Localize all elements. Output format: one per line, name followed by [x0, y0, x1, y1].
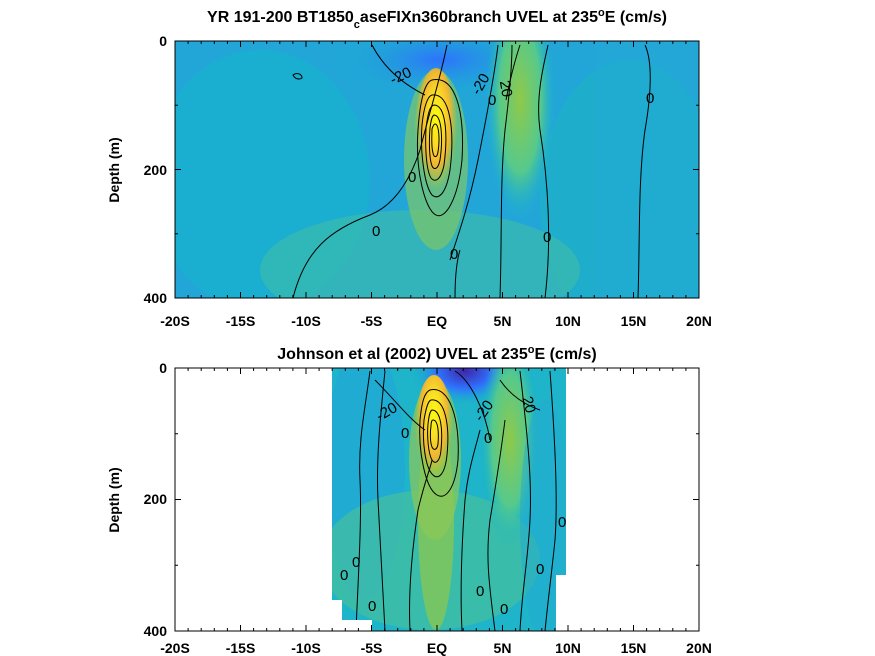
bottom-contour-line	[429, 419, 439, 450]
top-y-tick-label: 0	[159, 33, 167, 49]
top-contour-line	[637, 44, 651, 298]
bottom-contour-line	[419, 389, 459, 497]
top-contour-line	[454, 249, 461, 298]
bottom-contour-line	[422, 399, 449, 478]
top-contour-label: 0	[372, 223, 380, 240]
top-contour-line	[371, 44, 426, 96]
top-contour-line	[292, 73, 303, 80]
top-y-tick-labels: 0 200 400	[144, 33, 168, 306]
bottom-contour-line	[519, 370, 532, 631]
top-y-tick-label: 400	[144, 290, 168, 306]
bottom-y-tick-labels: 0 200 400	[144, 360, 168, 639]
top-y-tick-label: 200	[144, 162, 168, 178]
bottom-contour-label: 0	[536, 561, 544, 578]
bottom-mask-bottom-notch	[342, 620, 372, 631]
bottom-x-tick-label: 10N	[555, 640, 581, 656]
top-x-tick-label: -5S	[361, 313, 383, 329]
bottom-contour-label: 0	[484, 430, 492, 447]
bottom-mask-right-notch	[556, 575, 566, 631]
top-ylabel: Depth (m)	[106, 137, 122, 202]
top-ticks	[174, 40, 700, 299]
top-contour-label: 0	[543, 229, 551, 246]
bottom-contour-label: 0	[500, 601, 508, 618]
bottom-ticks	[174, 367, 700, 632]
top-contour-line	[431, 123, 440, 158]
top-contour-line	[416, 79, 463, 217]
top-x-tick-label: 10N	[555, 313, 581, 329]
bottom-contour-label: 0	[368, 598, 376, 615]
top-contour-label: 0	[450, 246, 458, 263]
top-title: YR 191-200 BT1850caseFIXn360branch UVEL …	[207, 7, 667, 31]
bottom-y-tick-label: 200	[144, 491, 168, 507]
bottom-title: Johnson et al (2002) UVEL at 235oE (cm/s…	[277, 344, 596, 363]
top-x-tick-label: EQ	[427, 313, 447, 329]
top-contour-line	[505, 44, 521, 101]
top-region-right-strip	[595, 41, 699, 298]
bottom-x-tick-label: -15S	[226, 640, 256, 656]
bottom-region-euc-core	[414, 375, 454, 505]
top-x-tick-label: 20N	[686, 313, 712, 329]
bottom-mask-left-notch	[332, 600, 342, 631]
bottom-contour-line	[487, 419, 506, 631]
top-contour-line	[499, 44, 513, 298]
top-contour-label: 0	[488, 92, 496, 109]
bottom-y-tick-label: 0	[159, 360, 167, 376]
bottom-y-tick-label: 400	[144, 623, 168, 639]
bottom-x-tick-label: 5N	[494, 640, 512, 656]
bottom-contour-line	[355, 370, 371, 631]
top-region-north-teal	[540, 60, 699, 298]
bottom-contour-line	[499, 379, 541, 411]
bottom-contour-line	[544, 370, 557, 631]
top-x-tick-labels: -20S -15S -10S -5S EQ 5N 10N 15N 20N	[160, 313, 712, 329]
top-x-tick-label: -10S	[291, 313, 321, 329]
top-contour-line	[421, 94, 453, 198]
top-contour-line	[428, 114, 443, 169]
bottom-x-tick-label: 15N	[621, 640, 647, 656]
top-x-tick-label: 5N	[494, 313, 512, 329]
bottom-heatmap: -20 -20 20 0 0 0 0 0 0 0 0 0	[332, 368, 566, 631]
top-contour-line	[425, 104, 447, 181]
bottom-contour-line	[376, 370, 386, 631]
bottom-contour-line	[454, 370, 491, 441]
top-x-tick-label: 15N	[621, 313, 647, 329]
bottom-x-tick-label: 20N	[686, 640, 712, 656]
top-contour-line	[449, 44, 499, 261]
bottom-x-tick-label: -5S	[361, 640, 383, 656]
top-contours	[292, 44, 651, 298]
bottom-contour-line	[460, 429, 481, 631]
bottom-x-tick-label: -10S	[291, 640, 321, 656]
bottom-contour-label: 0	[476, 583, 484, 600]
bottom-x-tick-label: EQ	[427, 640, 447, 656]
bottom-contour-label: 0	[352, 554, 360, 571]
bottom-region-right-teal	[520, 400, 566, 631]
bottom-contour-line	[374, 379, 426, 431]
bottom-contours	[355, 370, 557, 631]
bottom-contour-line	[408, 459, 433, 631]
bottom-ylabel: Depth (m)	[106, 467, 122, 532]
top-contour-label: 0	[408, 169, 416, 186]
top-contour-label: 0	[646, 90, 654, 107]
bottom-contour-label: 0	[340, 567, 348, 584]
bottom-x-tick-label: -20S	[160, 640, 190, 656]
top-panel: YR 191-200 BT1850caseFIXn360branch UVEL …	[106, 7, 712, 329]
top-x-tick-label: -20S	[160, 313, 190, 329]
bottom-contour-label: 0	[401, 425, 409, 442]
top-contour-line	[292, 44, 448, 298]
top-region-deep-green	[260, 210, 580, 298]
bottom-panel: Johnson et al (2002) UVEL at 235oE (cm/s…	[106, 344, 712, 656]
top-x-tick-label: -15S	[226, 313, 256, 329]
bottom-contour-label: 0	[558, 514, 566, 531]
top-heatmap: -20 -20 20 0 0 0 0 0 0	[175, 41, 699, 298]
bottom-contour-label: 20	[518, 394, 539, 415]
top-contour-label: 20	[496, 79, 516, 98]
top-contour-line	[538, 44, 550, 298]
bottom-x-tick-labels: -20S -15S -10S -5S EQ 5N 10N 15N 20N	[160, 640, 712, 656]
